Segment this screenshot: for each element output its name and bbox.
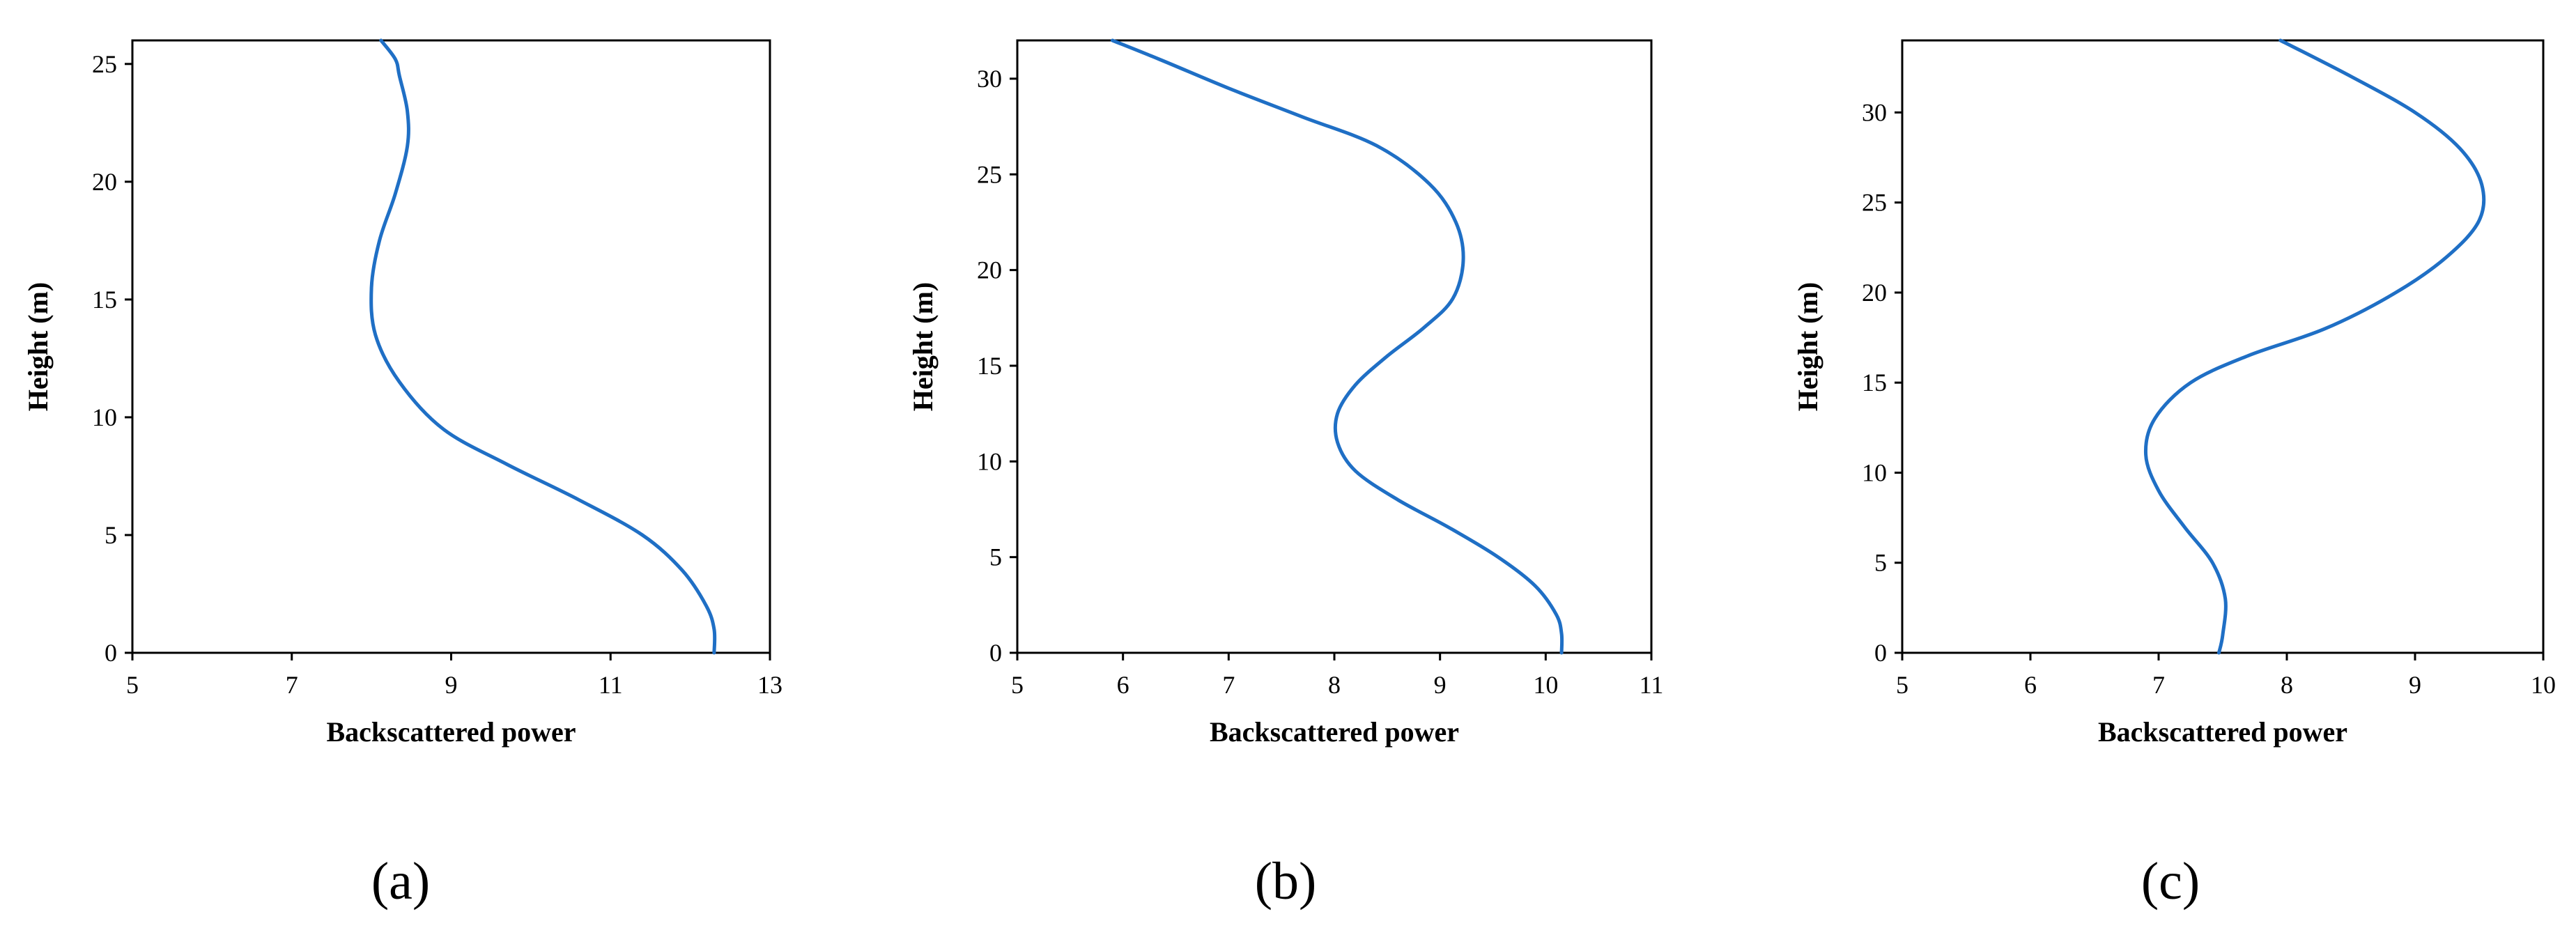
- x-tick-label: 6: [2024, 671, 2037, 699]
- y-tick-label: 5: [105, 521, 117, 549]
- x-tick-label: 7: [1222, 671, 1235, 699]
- y-tick-label: 25: [1862, 189, 1887, 217]
- x-tick-label: 9: [2409, 671, 2421, 699]
- x-tick-label: 10: [1533, 671, 1558, 699]
- y-tick-label: 10: [1862, 458, 1887, 486]
- y-tick-label: 25: [977, 160, 1002, 188]
- y-tick-label: 30: [977, 65, 1002, 93]
- x-tick-label: 7: [286, 671, 298, 699]
- x-tick-label: 11: [599, 671, 623, 699]
- x-tick-label: 6: [1117, 671, 1129, 699]
- y-tick-label: 5: [989, 543, 1002, 571]
- x-tick-label: 5: [1896, 671, 1908, 699]
- y-tick-label: 10: [92, 403, 117, 431]
- x-tick-label: 9: [445, 671, 458, 699]
- y-axis-title: Height (m): [907, 282, 939, 412]
- series-line: [369, 38, 717, 655]
- x-axis-title: Backscattered power: [1210, 716, 1459, 748]
- x-tick-label: 10: [2531, 671, 2556, 699]
- x-tick-label: 5: [126, 671, 139, 699]
- panel-label: (b): [1255, 852, 1317, 911]
- y-tick-label: 5: [1874, 549, 1887, 577]
- x-tick-label: 8: [2281, 671, 2293, 699]
- x-tick-label: 7: [2152, 671, 2165, 699]
- x-axis-title: Backscattered power: [326, 716, 576, 748]
- x-axis-title: Backscattered power: [2098, 716, 2347, 748]
- panel-label: (a): [371, 852, 430, 911]
- y-tick-label: 20: [977, 256, 1002, 284]
- y-tick-label: 15: [1862, 369, 1887, 396]
- x-tick-label: 11: [1640, 671, 1664, 699]
- y-tick-label: 0: [1874, 639, 1887, 667]
- x-tick-label: 9: [1434, 671, 1447, 699]
- y-tick-label: 0: [105, 639, 117, 667]
- y-tick-label: 0: [989, 639, 1002, 667]
- x-tick-label: 5: [1011, 671, 1024, 699]
- y-tick-label: 15: [92, 286, 117, 314]
- series-line: [1111, 38, 1564, 655]
- plot-frame: [1901, 39, 2545, 654]
- y-tick-label: 25: [92, 50, 117, 78]
- plot-frame: [1016, 39, 1653, 654]
- y-tick-label: 20: [92, 168, 117, 196]
- x-tick-label: 13: [757, 671, 782, 699]
- x-tick-label: 8: [1328, 671, 1341, 699]
- y-tick-label: 10: [977, 447, 1002, 475]
- series-line: [2143, 38, 2486, 655]
- y-tick-label: 15: [977, 352, 1002, 380]
- y-tick-label: 20: [1862, 279, 1887, 307]
- y-axis-title: Height (m): [1792, 282, 1823, 412]
- y-tick-label: 30: [1862, 98, 1887, 126]
- y-axis-title: Height (m): [22, 282, 54, 412]
- panel-label: (c): [2141, 852, 2200, 911]
